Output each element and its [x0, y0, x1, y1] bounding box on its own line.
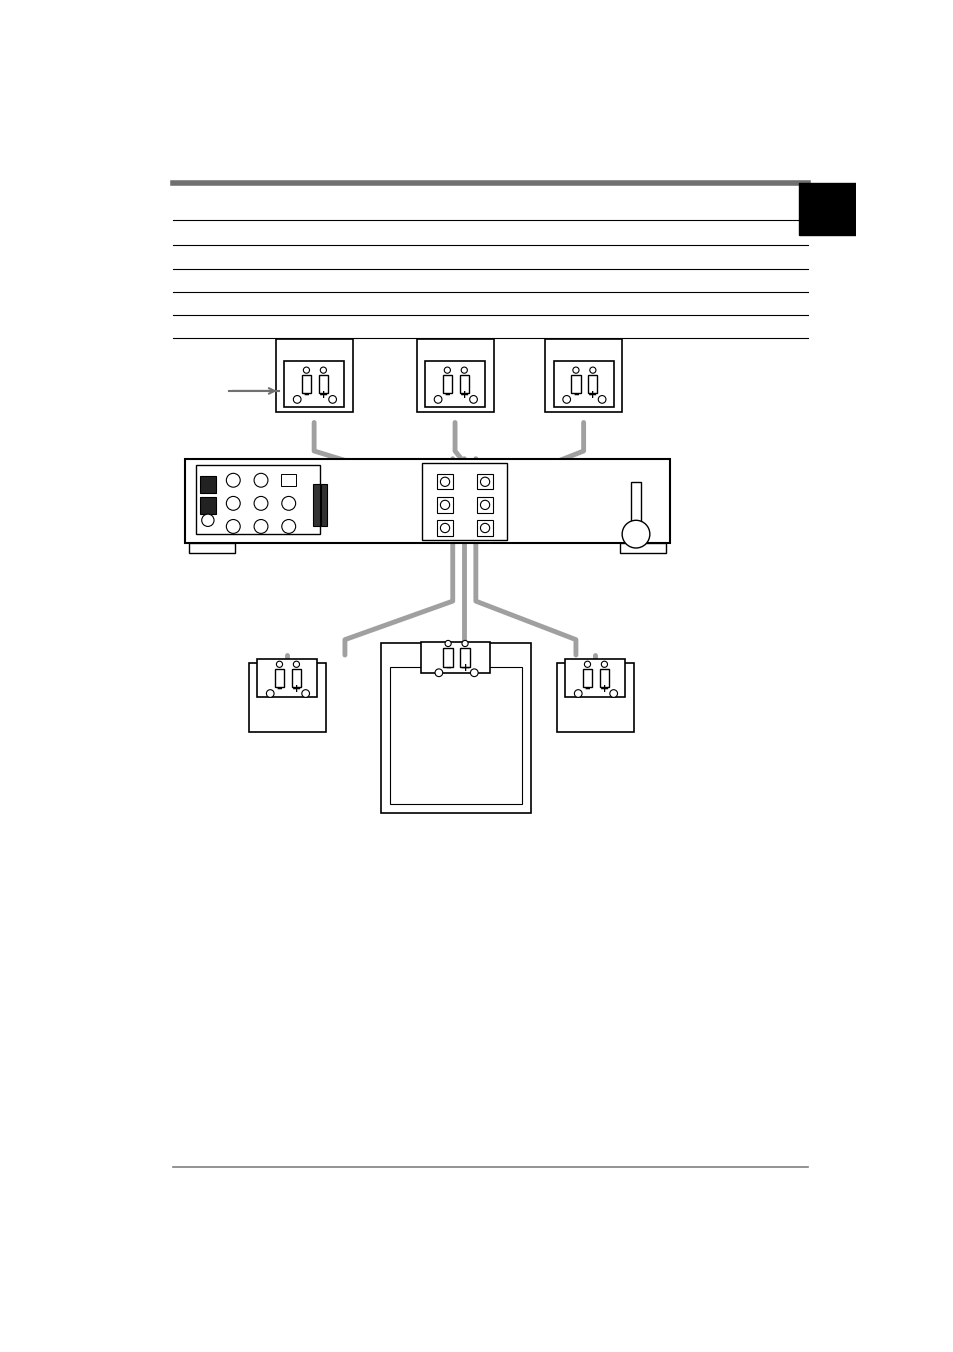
Text: –: –: [584, 684, 590, 694]
Bar: [249, 662, 325, 731]
Bar: [425, 361, 484, 407]
Bar: [185, 458, 669, 544]
Text: –: –: [276, 684, 282, 694]
Bar: [281, 475, 296, 487]
Text: –: –: [444, 389, 450, 400]
Bar: [416, 339, 493, 412]
Bar: [196, 465, 319, 534]
Circle shape: [281, 496, 295, 510]
Bar: [460, 648, 469, 667]
Circle shape: [584, 661, 590, 668]
Circle shape: [266, 690, 274, 698]
Bar: [476, 521, 493, 535]
Circle shape: [281, 519, 295, 534]
Circle shape: [440, 500, 449, 510]
Circle shape: [589, 366, 596, 373]
Bar: [200, 476, 215, 493]
Circle shape: [440, 477, 449, 487]
Circle shape: [226, 473, 240, 487]
Bar: [553, 361, 613, 407]
Text: –: –: [303, 389, 309, 400]
Circle shape: [609, 690, 617, 698]
Bar: [420, 642, 490, 673]
Circle shape: [480, 477, 489, 487]
Circle shape: [461, 641, 468, 646]
Text: +: +: [459, 389, 469, 400]
Bar: [544, 339, 621, 412]
Circle shape: [303, 366, 309, 373]
Bar: [799, 183, 856, 235]
Circle shape: [480, 500, 489, 510]
Bar: [436, 498, 453, 512]
Text: +: +: [588, 389, 597, 400]
Circle shape: [226, 496, 240, 510]
Circle shape: [276, 661, 282, 668]
Circle shape: [293, 396, 301, 403]
Circle shape: [572, 366, 578, 373]
Circle shape: [574, 690, 581, 698]
Bar: [284, 361, 344, 407]
Circle shape: [470, 669, 477, 676]
Circle shape: [444, 641, 451, 646]
Text: +: +: [599, 684, 608, 694]
Bar: [292, 669, 301, 687]
Circle shape: [562, 396, 570, 403]
Text: –: –: [445, 662, 451, 673]
Bar: [599, 669, 608, 687]
Bar: [200, 498, 215, 514]
Circle shape: [320, 366, 326, 373]
Bar: [275, 339, 353, 412]
Circle shape: [435, 669, 442, 676]
Circle shape: [480, 523, 489, 533]
Bar: [318, 375, 328, 393]
Text: +: +: [460, 662, 469, 673]
Bar: [631, 481, 640, 529]
Bar: [189, 544, 234, 553]
Circle shape: [600, 661, 607, 668]
Circle shape: [301, 690, 309, 698]
Bar: [619, 544, 665, 553]
Text: –: –: [573, 389, 578, 400]
Circle shape: [253, 496, 268, 510]
Circle shape: [621, 521, 649, 548]
Bar: [564, 658, 624, 698]
Circle shape: [434, 396, 441, 403]
Bar: [459, 375, 469, 393]
Bar: [390, 667, 521, 803]
Bar: [476, 498, 493, 512]
Circle shape: [444, 366, 450, 373]
Bar: [588, 375, 597, 393]
Circle shape: [293, 661, 299, 668]
Text: +: +: [292, 684, 301, 694]
Bar: [571, 375, 580, 393]
Circle shape: [598, 396, 605, 403]
Bar: [274, 669, 284, 687]
Bar: [381, 644, 531, 813]
Circle shape: [440, 523, 449, 533]
Bar: [257, 658, 317, 698]
Circle shape: [201, 514, 213, 526]
Circle shape: [469, 396, 476, 403]
Text: +: +: [318, 389, 328, 400]
Bar: [421, 462, 506, 539]
Circle shape: [253, 519, 268, 534]
Bar: [442, 375, 452, 393]
Bar: [443, 648, 453, 667]
Circle shape: [226, 519, 240, 534]
Bar: [321, 484, 327, 526]
Bar: [436, 521, 453, 535]
Circle shape: [253, 473, 268, 487]
Circle shape: [460, 366, 467, 373]
Bar: [557, 662, 633, 731]
Bar: [476, 475, 493, 489]
Bar: [436, 475, 453, 489]
Bar: [582, 669, 592, 687]
Bar: [301, 375, 311, 393]
Bar: [313, 484, 319, 526]
Circle shape: [329, 396, 336, 403]
